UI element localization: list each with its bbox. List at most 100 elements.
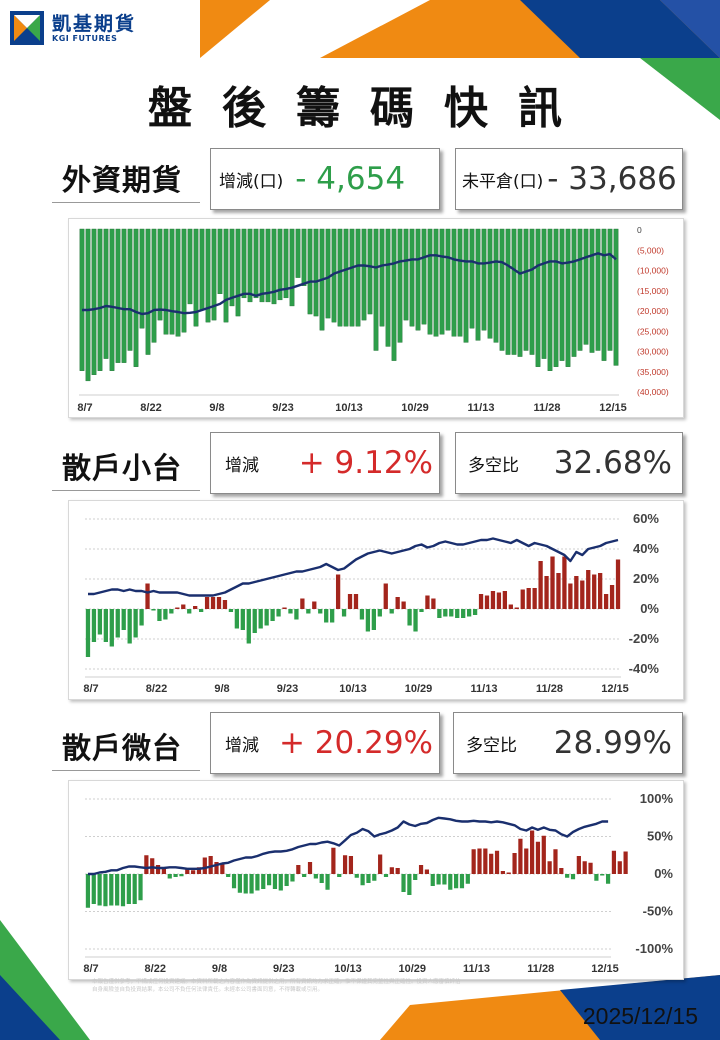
series-line <box>88 537 619 597</box>
bar <box>216 597 222 609</box>
mini-change-box: 增減 + 9.12% <box>210 432 440 494</box>
bar <box>252 609 257 633</box>
bar <box>109 228 115 371</box>
bar <box>266 874 272 886</box>
y-tick-label: (10,000) <box>637 266 669 276</box>
brand-name-cn: 凱基期貨 <box>52 12 137 35</box>
bar <box>577 228 583 351</box>
bar <box>478 594 484 609</box>
bar <box>583 228 589 345</box>
bar <box>609 585 615 609</box>
bar <box>139 228 145 329</box>
bar <box>253 228 259 299</box>
bar <box>481 228 487 331</box>
bar <box>306 609 311 614</box>
bar <box>361 228 367 321</box>
foreign-change-value: - 4,654 <box>295 161 406 197</box>
bar <box>276 609 281 617</box>
bar <box>247 228 253 303</box>
bar <box>353 594 359 609</box>
bar <box>445 228 451 331</box>
bar <box>598 573 603 609</box>
bar <box>79 228 85 371</box>
bar <box>103 874 108 907</box>
bar <box>127 228 133 351</box>
y-tick-label: -100% <box>635 941 673 956</box>
x-tick-label: 11/28 <box>534 402 561 414</box>
bar <box>318 609 323 614</box>
bar <box>443 609 448 617</box>
micro-ratio-box: 多空比 28.99% <box>453 712 683 774</box>
bar <box>529 830 535 874</box>
bar <box>126 874 131 904</box>
bar <box>85 874 91 908</box>
bar <box>313 228 319 317</box>
x-tick-label: 10/13 <box>335 402 363 414</box>
bar <box>151 228 157 343</box>
bar <box>541 228 547 359</box>
bar <box>337 874 342 877</box>
bar <box>451 228 457 337</box>
header-navy-corner <box>660 0 720 58</box>
foreign-oi-label: 未平倉(口) <box>462 171 544 192</box>
bar <box>91 228 97 376</box>
bar <box>193 228 199 327</box>
bar <box>508 604 513 609</box>
bar <box>601 228 607 361</box>
bar <box>463 228 469 343</box>
bar <box>307 862 313 874</box>
bar <box>249 874 254 894</box>
bar <box>97 609 103 635</box>
bar <box>347 594 353 609</box>
x-tick-label: 11/28 <box>527 963 554 975</box>
bar <box>85 228 91 382</box>
x-tick-label: 8/22 <box>145 963 166 975</box>
bar <box>355 228 361 327</box>
bar <box>449 609 454 617</box>
bar <box>151 609 156 611</box>
bar <box>465 874 470 884</box>
bar <box>477 848 482 874</box>
bar <box>489 853 494 874</box>
bar <box>246 609 251 644</box>
bar <box>496 592 502 609</box>
bar <box>436 874 441 885</box>
mini-chart-frame: 60% 40% 20% 0% -20% -40% 8/7 8/22 9/8 9/23 10/13 10… <box>68 500 684 700</box>
bar <box>91 609 97 642</box>
bar <box>383 583 388 609</box>
bar <box>421 228 427 325</box>
micro-change-box: 增減 + 20.29% <box>210 712 440 774</box>
bar <box>348 856 354 874</box>
section-title-retail-mini: 散戶小台 <box>62 451 183 485</box>
footer-navy-triangle <box>0 975 60 1040</box>
bar <box>199 228 205 311</box>
bar <box>607 228 613 351</box>
bar <box>343 228 349 327</box>
bar <box>115 874 120 906</box>
bar <box>466 609 472 617</box>
bar <box>319 874 324 883</box>
bar <box>284 874 289 886</box>
bar <box>144 855 149 874</box>
bar <box>302 874 307 877</box>
bar <box>312 601 317 609</box>
bar <box>499 228 505 351</box>
x-tick-label: 9/23 <box>272 402 293 414</box>
section-divider <box>52 490 200 491</box>
bar <box>505 228 511 355</box>
bar <box>409 228 415 327</box>
x-tick-label: 12/15 <box>601 683 629 695</box>
bar <box>568 583 573 609</box>
x-tick-label: 11/28 <box>536 683 563 695</box>
x-tick-label: 9/23 <box>277 683 298 695</box>
bar <box>115 228 121 363</box>
bar <box>379 228 385 327</box>
bar <box>427 228 433 335</box>
x-tick-label: 9/8 <box>209 402 224 414</box>
bar <box>278 874 283 891</box>
x-tick-label: 11/13 <box>463 963 490 975</box>
bar <box>570 874 576 880</box>
y-tick-label: (30,000) <box>637 347 669 357</box>
bar <box>512 853 517 874</box>
bar <box>541 835 546 874</box>
